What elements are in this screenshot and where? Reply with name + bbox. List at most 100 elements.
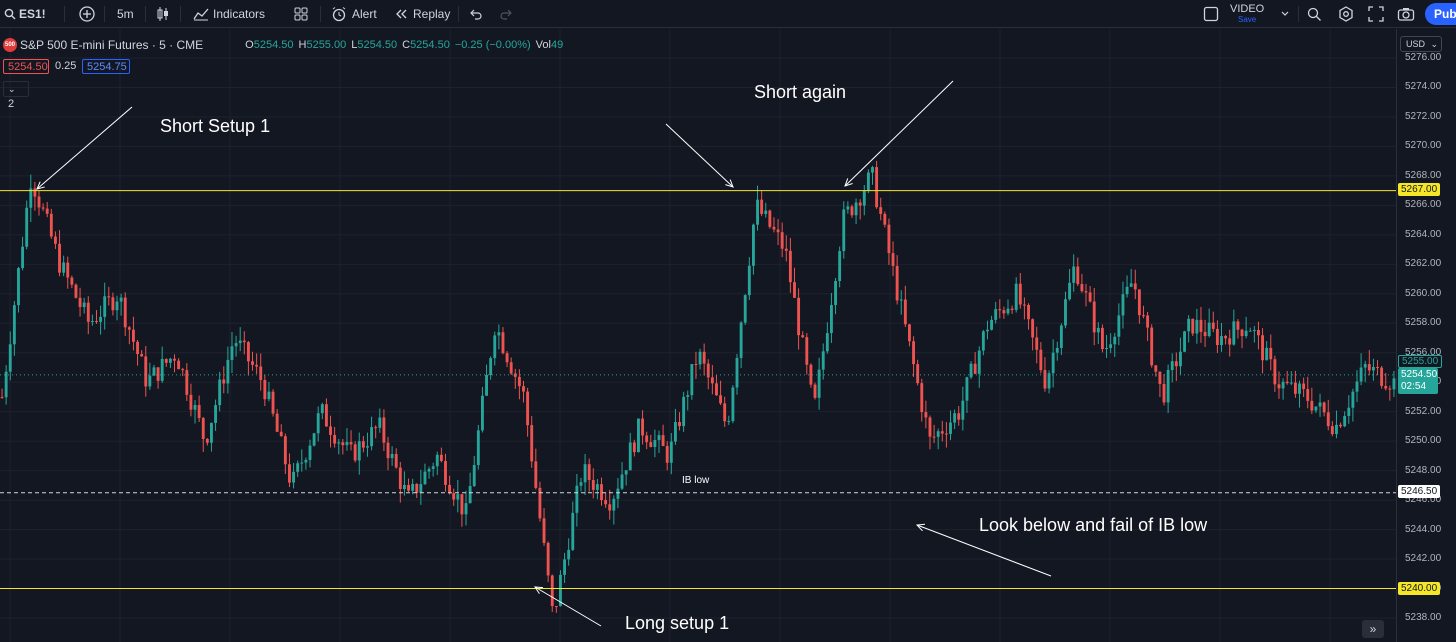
replay-button[interactable]: Replay — [395, 0, 450, 28]
candle-body — [1240, 329, 1244, 337]
candle-body — [632, 442, 636, 453]
candle-body — [333, 434, 337, 444]
quick-search-button[interactable] — [1306, 0, 1322, 28]
candle-body — [45, 208, 49, 214]
scroll-to-realtime-button[interactable]: » — [1362, 620, 1384, 638]
candle-body — [522, 386, 525, 392]
price-tick-label: 5252.00 — [1405, 405, 1442, 417]
candle-body — [776, 229, 780, 233]
chart-pane[interactable]: 500 S&P 500 E-mini Futures · 5 · CME O 52… — [0, 29, 1396, 642]
annotation-short-setup[interactable]: Short Setup 1 — [160, 116, 271, 136]
undo-button[interactable] — [469, 0, 483, 28]
candle-body — [283, 436, 287, 465]
candle-body — [575, 485, 579, 513]
candle-body — [891, 253, 895, 266]
candle-body — [1220, 336, 1223, 346]
level-label-5246: 5246.50 — [1398, 485, 1441, 498]
chevron-down-icon — [1281, 11, 1289, 16]
series-title[interactable]: S&P 500 E-mini Futures · 5 · CME — [20, 38, 204, 52]
candle-body — [1363, 364, 1367, 368]
candle-body — [542, 518, 546, 543]
candle-body — [936, 431, 940, 437]
sell-price-button[interactable]: 5254.50 — [3, 59, 49, 74]
candle-body — [62, 262, 66, 273]
low-value: 5254.50 — [357, 39, 398, 51]
candle-body — [1302, 383, 1306, 390]
candle-body — [657, 435, 661, 441]
symbol-search[interactable]: ES1! — [4, 0, 46, 28]
indicators-collapse-button[interactable]: ⌄ 2 — [3, 81, 29, 110]
candle-body — [768, 210, 772, 227]
chevron-down-icon: ⌄ — [1430, 39, 1438, 49]
layout-dropdown[interactable] — [1280, 0, 1290, 28]
candle-body — [908, 324, 911, 342]
candle-body — [1142, 315, 1145, 317]
candle-body — [678, 422, 681, 427]
candle-body — [916, 364, 920, 384]
save-layout-button[interactable]: VIDEO Save — [1230, 0, 1264, 28]
candle-body — [296, 463, 300, 472]
alarm-clock-icon — [332, 7, 346, 22]
candle-body — [505, 353, 509, 363]
candle-body — [579, 482, 583, 486]
candle-body — [1339, 424, 1343, 427]
publish-button[interactable]: Publi — [1425, 3, 1456, 25]
candle-body — [173, 358, 176, 361]
chart-type-button[interactable] — [156, 0, 170, 28]
close-label: C — [402, 39, 411, 51]
candle-body — [1228, 338, 1232, 345]
candle-body — [1371, 367, 1375, 371]
alert-label: Alert — [352, 7, 377, 21]
price-axis[interactable]: USD ⌄ 5276.00 5274.00 5272.00 5270.00 5268.0… — [1396, 29, 1456, 642]
candle-body — [526, 391, 530, 426]
candle-body — [160, 359, 164, 381]
candle-body — [439, 454, 443, 461]
annotation-short-again[interactable]: Short again — [754, 82, 847, 102]
price-tick-label: 5268.00 — [1405, 169, 1442, 181]
candle-body — [953, 413, 957, 423]
snapshot-button[interactable] — [1397, 0, 1415, 28]
candle-body — [1051, 352, 1055, 374]
interval-button[interactable]: 5m — [117, 0, 134, 28]
annotation-look-below[interactable]: Look below and fail of IB low — [979, 515, 1208, 535]
candle-body — [698, 351, 702, 365]
indicators-button[interactable]: Indicators — [193, 0, 265, 28]
annotation-ib-low[interactable]: IB low — [682, 475, 710, 486]
arrow-look-below-head — [915, 523, 926, 532]
candle-body — [349, 442, 353, 445]
candle-body — [49, 213, 53, 237]
candle-body — [1183, 331, 1186, 352]
candle-body — [489, 358, 493, 375]
candle-body — [1232, 321, 1236, 345]
annotation-long-setup[interactable]: Long setup 1 — [625, 613, 730, 633]
fullscreen-button[interactable] — [1368, 0, 1384, 28]
candle-body — [468, 486, 472, 504]
candle-body — [431, 466, 435, 469]
arrow-long-setup-head — [534, 586, 544, 594]
candle-body — [739, 322, 743, 358]
spread-value: 0.25 — [55, 60, 77, 72]
candle-body — [402, 484, 406, 489]
candle-body — [95, 321, 98, 323]
compare-button[interactable] — [78, 0, 96, 28]
buy-price-button[interactable]: 5254.75 — [82, 59, 130, 74]
layouts-button[interactable] — [294, 0, 308, 28]
alert-button[interactable]: Alert — [331, 0, 377, 28]
candle-body — [300, 462, 304, 464]
settings-button[interactable] — [1338, 0, 1354, 28]
price-chart[interactable] — [0, 29, 1396, 642]
currency-dropdown[interactable]: USD ⌄ — [1400, 36, 1442, 52]
candle-body — [587, 464, 591, 480]
candle-body — [1154, 365, 1158, 372]
candle-body — [846, 206, 850, 210]
fullscreen-layout-button[interactable] — [1203, 0, 1219, 28]
redo-button[interactable] — [499, 0, 513, 28]
candle-body — [398, 467, 402, 489]
candle-body — [1335, 424, 1338, 435]
candle-body — [1092, 301, 1096, 333]
candle-body — [702, 351, 706, 364]
candle-body — [1027, 304, 1030, 320]
candle-body — [1392, 378, 1396, 390]
candle-body — [444, 460, 447, 485]
candle-body — [649, 442, 653, 447]
